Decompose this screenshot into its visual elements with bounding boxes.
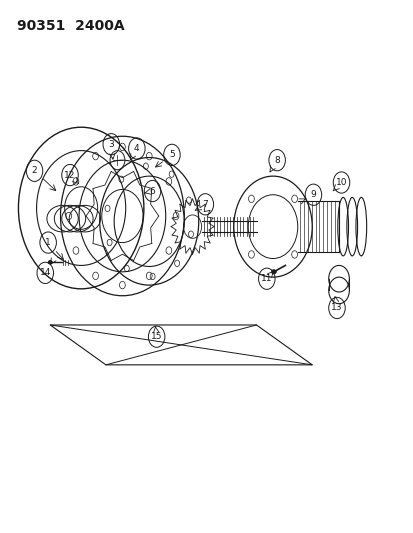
Text: 14: 14 (40, 269, 51, 277)
Text: 13: 13 (330, 303, 342, 312)
Text: 9: 9 (310, 190, 316, 199)
Text: 3: 3 (108, 140, 114, 149)
Text: 15: 15 (151, 332, 162, 341)
Text: 5: 5 (169, 150, 174, 159)
Text: 10: 10 (335, 178, 347, 187)
Text: 7: 7 (202, 200, 208, 209)
Text: 6: 6 (149, 187, 155, 196)
Text: 11: 11 (261, 274, 272, 283)
Ellipse shape (271, 270, 275, 274)
Text: 1: 1 (45, 238, 51, 247)
Text: 2: 2 (32, 166, 37, 175)
Text: 90351  2400A: 90351 2400A (17, 19, 125, 33)
Text: 12: 12 (64, 171, 76, 180)
Ellipse shape (48, 261, 52, 264)
Text: 8: 8 (273, 156, 279, 165)
Text: 4: 4 (134, 144, 139, 153)
